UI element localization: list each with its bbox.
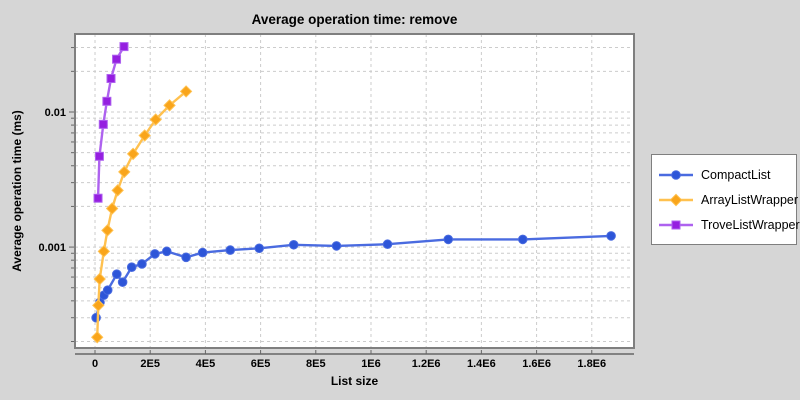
x-tick-label: 1.8E6 <box>577 358 606 370</box>
y-tick-label: 0.01 <box>45 107 66 119</box>
data-point-circle <box>443 234 454 245</box>
x-tick-label: 6E5 <box>251 358 271 370</box>
data-point-circle <box>161 246 172 257</box>
data-point-circle <box>382 239 393 250</box>
legend-circle-swatch-icon <box>659 169 693 180</box>
data-point-diamond <box>179 85 193 98</box>
x-tick-label: 1.4E6 <box>467 358 496 370</box>
x-tick-label: 4E5 <box>196 358 216 370</box>
data-point-circle <box>102 285 113 295</box>
data-point-circle <box>150 249 160 259</box>
data-point-square <box>119 42 129 52</box>
legend-item-compactlist: CompactList <box>658 162 790 187</box>
data-point-square <box>94 151 104 161</box>
data-point-square <box>106 74 116 84</box>
data-point-diamond <box>97 245 111 258</box>
legend-label: CompactList <box>701 167 771 182</box>
data-point-square <box>93 193 103 203</box>
data-point-circle <box>117 277 128 287</box>
legend-item-trovelistwrapper: TroveListWrapper <box>658 212 800 237</box>
legend-label: ArrayListWrapper <box>701 192 799 207</box>
legend-diamond-swatch-icon <box>659 193 693 206</box>
x-tick-label: 2E5 <box>140 358 160 370</box>
data-point-square <box>98 119 108 129</box>
data-point-circle <box>181 252 191 263</box>
legend-label: TroveListWrapper <box>701 217 800 232</box>
data-point-circle <box>517 234 528 245</box>
x-axis-title: List size <box>330 374 379 388</box>
data-point-circle <box>137 259 147 269</box>
data-point-diamond <box>138 129 151 142</box>
x-tick-label: 1E6 <box>361 358 381 370</box>
data-point-circle <box>288 239 299 250</box>
x-tick-label: 1.2E6 <box>412 358 441 370</box>
x-tick-label: 0 <box>92 358 98 370</box>
data-point-diamond <box>126 147 140 161</box>
plot-border <box>74 33 635 349</box>
legend-square-swatch-icon <box>659 220 693 229</box>
data-point-circle <box>197 247 208 258</box>
legend-box: CompactList ArrayListWrapper TroveListWrap… <box>651 154 800 245</box>
plot-background <box>75 34 634 348</box>
chart-title: Average operation time: remove <box>251 12 458 27</box>
data-point-diamond <box>90 331 104 344</box>
data-point-circle <box>254 243 265 254</box>
data-point-diamond <box>111 184 124 197</box>
data-point-diamond <box>118 165 131 179</box>
y-tick-label: 0.001 <box>38 242 66 254</box>
data-point-diamond <box>105 202 119 215</box>
data-point-diamond <box>101 224 114 237</box>
x-tick-label: 8E5 <box>306 358 326 370</box>
data-point-square <box>112 54 122 64</box>
x-tick-label: 1.6E6 <box>522 358 551 370</box>
data-point-circle <box>112 269 122 279</box>
data-point-circle <box>225 245 236 255</box>
legend-item-arraylistwrapper: ArrayListWrapper <box>658 187 798 212</box>
data-point-circle <box>126 262 137 272</box>
data-point-diamond <box>92 299 105 312</box>
data-point-circle <box>331 241 342 251</box>
data-point-diamond <box>163 99 176 112</box>
data-point-circle <box>606 231 616 241</box>
data-point-square <box>102 96 112 106</box>
data-point-diamond <box>149 113 162 126</box>
data-point-diamond <box>93 272 106 286</box>
